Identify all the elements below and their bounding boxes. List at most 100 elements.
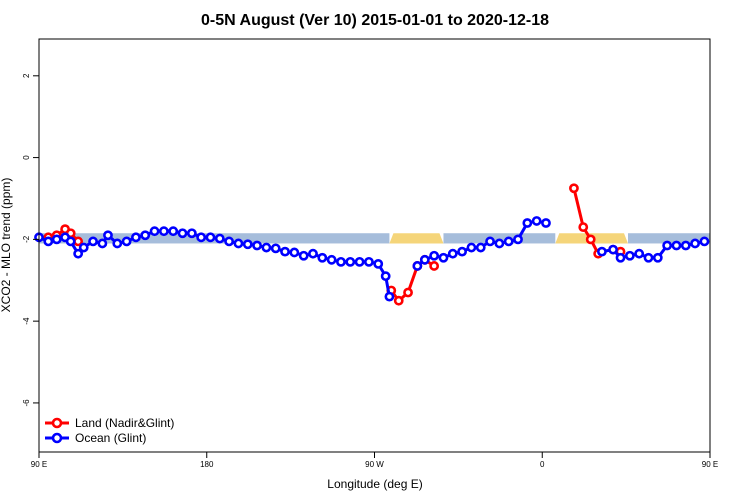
x-axis-label: Longitude (deg E)	[327, 477, 422, 491]
ocean-point	[308, 248, 318, 259]
ocean-point	[541, 218, 551, 228]
ocean-point	[252, 240, 262, 251]
ocean-point	[384, 291, 395, 302]
y-axis-label: XCO2 - MLO trend (ppm)	[0, 178, 13, 313]
land-point	[569, 183, 579, 194]
ocean-point	[140, 230, 151, 241]
ocean-point	[680, 240, 691, 251]
ocean-point	[73, 248, 84, 259]
ocean-point	[298, 250, 309, 261]
ocean-point	[531, 216, 542, 226]
legend-marker	[51, 417, 63, 429]
ocean-point	[326, 254, 337, 265]
ocean-point	[158, 226, 169, 237]
ocean-point	[88, 236, 98, 247]
ocean-point	[43, 236, 54, 247]
y-tick-label: 0	[22, 155, 31, 160]
ocean-point	[634, 248, 645, 259]
land-point	[393, 295, 404, 306]
ocean-point	[513, 234, 523, 245]
ocean-point	[671, 240, 682, 251]
land-point	[578, 222, 589, 232]
plot-frame	[38, 38, 711, 453]
ocean-point	[112, 238, 123, 249]
ocean-point	[242, 239, 253, 250]
ocean-point	[608, 244, 618, 255]
series-land	[43, 183, 626, 306]
ocean-point	[97, 238, 108, 249]
y-axis-ticks: 2 0 -2 -4 -6	[22, 73, 39, 406]
ocean-point	[615, 252, 626, 263]
ocean-point	[354, 256, 365, 267]
x-tick-label: 90 E	[31, 460, 47, 469]
ocean-point	[522, 218, 533, 228]
ocean-point	[51, 234, 62, 245]
ocean-point	[652, 252, 663, 263]
ocean-point	[690, 238, 700, 249]
band-segment-4	[627, 233, 710, 244]
ocean-point	[103, 230, 113, 241]
land-point	[429, 261, 440, 271]
ocean-point	[494, 238, 505, 249]
y-tick-label: -4	[22, 317, 31, 325]
ocean-point	[643, 252, 654, 263]
ocean-point	[699, 236, 710, 247]
ocean-point	[121, 236, 132, 247]
y-tick-label: -6	[22, 399, 31, 407]
ocean-point	[345, 256, 356, 267]
ocean-point	[214, 233, 225, 244]
ocean-point	[364, 256, 374, 267]
ocean-point	[485, 236, 495, 247]
ocean-point	[205, 232, 216, 243]
ocean-point	[380, 271, 391, 282]
ocean-point	[186, 228, 197, 239]
ocean-point	[447, 248, 458, 259]
ocean-point	[438, 252, 449, 263]
x-tick-label: 90 E	[702, 460, 718, 469]
band-segment-2	[443, 233, 556, 244]
ocean-point	[233, 238, 244, 249]
ocean-point	[429, 250, 440, 261]
legend: Land (Nadir&Glint)Ocean (Glint)	[45, 416, 174, 445]
legend-item-land: Land (Nadir&Glint)	[45, 416, 174, 430]
land-point	[403, 287, 413, 298]
y-tick-label: 2	[22, 73, 31, 78]
ocean-point	[317, 252, 328, 263]
chart-title: 0-5N August (Ver 10) 2015-01-01 to 2020-…	[201, 12, 549, 29]
ocean-point	[131, 232, 141, 243]
ocean-point	[289, 247, 300, 258]
series-layer	[34, 183, 710, 306]
ocean-point	[196, 232, 207, 243]
x-tick-label: 90 W	[365, 460, 384, 469]
series-ocean	[34, 216, 710, 302]
x-tick-label: 0	[540, 460, 545, 469]
ocean-point	[466, 242, 477, 253]
x-tick-label: 180	[200, 460, 214, 469]
legend-item-ocean: Ocean (Glint)	[45, 431, 146, 445]
legend-label: Land (Nadir&Glint)	[75, 416, 174, 430]
ocean-point	[270, 243, 281, 254]
ocean-point	[503, 236, 514, 247]
ocean-point	[224, 236, 235, 247]
ocean-point	[261, 242, 272, 253]
ocean-point	[412, 261, 423, 271]
ocean-point	[280, 246, 290, 257]
band-segment-1	[389, 233, 444, 244]
ocean-point	[65, 236, 76, 247]
ocean-point	[419, 254, 430, 265]
ocean-point	[475, 242, 486, 253]
ocean-point	[149, 226, 160, 237]
land-line	[572, 187, 600, 255]
ocean-point	[78, 242, 89, 253]
ocean-point	[373, 259, 384, 269]
ocean-point	[596, 246, 607, 257]
legend-marker	[51, 432, 63, 444]
legend-label: Ocean (Glint)	[75, 431, 146, 445]
ocean-point	[168, 226, 179, 237]
x-axis-ticks: 90 E 180 90 W 0 90 E	[31, 452, 718, 469]
ocean-point	[624, 250, 635, 261]
ocean-point	[336, 256, 346, 267]
ocean-point	[662, 240, 673, 251]
y-tick-label: -2	[22, 235, 31, 243]
